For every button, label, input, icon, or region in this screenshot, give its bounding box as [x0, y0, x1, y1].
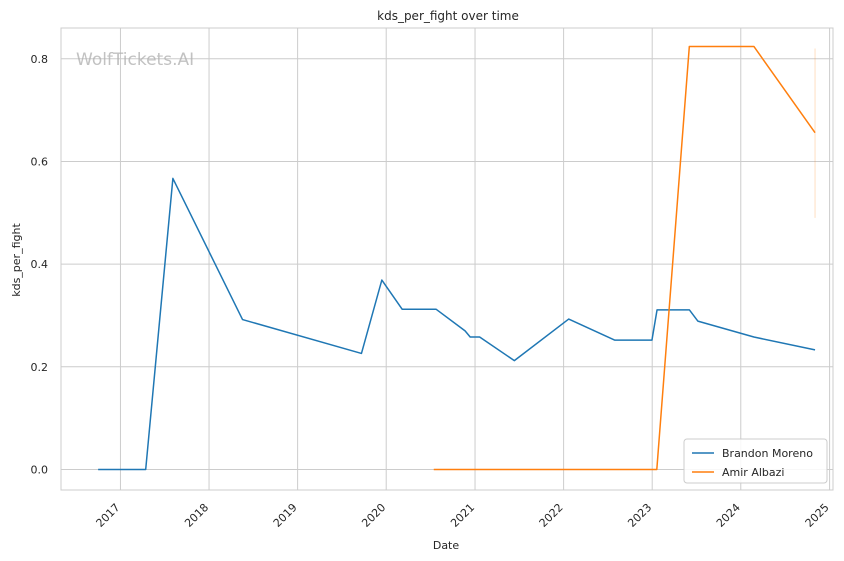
- legend-box: [683, 438, 828, 484]
- series-line-amir-albazi: [433, 45, 816, 471]
- y-tick-label: 0.6: [31, 155, 49, 168]
- series-line-brandon-moreno: [98, 177, 816, 471]
- y-axis-ticks: 0.0 0.2 0.4 0.6 0.8: [31, 53, 49, 477]
- y-tick-label: 0.8: [31, 53, 49, 66]
- y-tick-label: 0.4: [31, 258, 49, 271]
- y-axis-label: kds_per_fight: [10, 223, 23, 297]
- chart-title: kds_per_fight over time: [377, 9, 519, 23]
- x-axis-label: Date: [433, 539, 460, 552]
- plot-area: [60, 27, 834, 491]
- watermark: WolfTickets.AI: [76, 50, 194, 70]
- legend: Brandon Moreno Amir Albazi: [683, 438, 828, 484]
- legend-label-brandon-moreno: Brandon Moreno: [722, 447, 813, 460]
- series-lines: [98, 45, 816, 471]
- y-tick-label: 0.0: [31, 463, 49, 476]
- legend-label-amir-albazi: Amir Albazi: [722, 466, 784, 479]
- y-tick-label: 0.2: [31, 361, 49, 374]
